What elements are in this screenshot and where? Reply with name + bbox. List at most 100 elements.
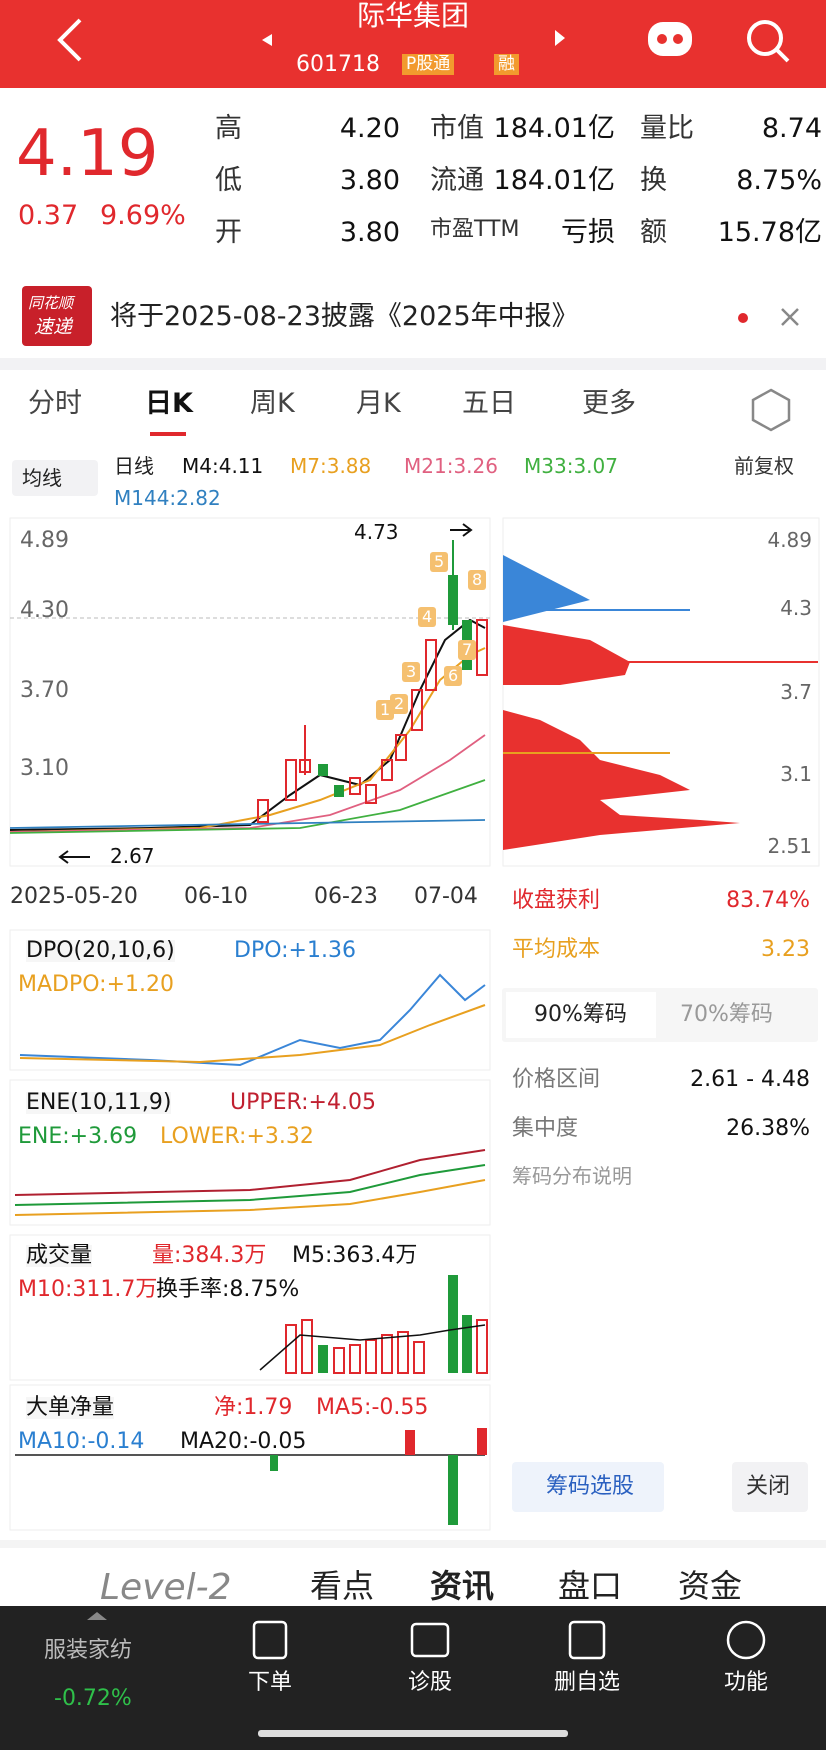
- remove-icon[interactable]: [568, 1620, 606, 1660]
- sector-name[interactable]: 服装家纺: [44, 1638, 133, 1663]
- tab[interactable]: 五日: [462, 388, 516, 419]
- nav-item[interactable]: 下单: [247, 1670, 292, 1695]
- chip-stat-value: 2.61 - 4.48: [690, 1067, 810, 1092]
- field-label: 流通: [430, 165, 484, 196]
- field-label: 开: [215, 217, 242, 248]
- chip-select-bg[interactable]: [512, 1462, 664, 1512]
- low-arrow: [58, 850, 90, 864]
- separator: [0, 358, 826, 370]
- indicator-name[interactable]: 大单净量: [26, 1395, 115, 1420]
- chip-value: 3.23: [761, 937, 810, 962]
- notice-text[interactable]: 将于2025-08-23披露《2025年中报》: [110, 301, 579, 332]
- chip-value: 83.74%: [726, 888, 810, 913]
- indicator-name[interactable]: 成交量: [26, 1243, 93, 1268]
- indicator-value: 量:384.3万: [152, 1243, 267, 1268]
- chip-label: 平均成本: [512, 937, 601, 962]
- field-label: 量比: [640, 113, 694, 144]
- robot-icon[interactable]: [648, 22, 692, 56]
- close-bg[interactable]: [732, 1462, 808, 1512]
- chip-axis-label: 3.1: [780, 762, 812, 786]
- date-label: 07-04: [414, 884, 478, 909]
- ma-selector-bg[interactable]: [12, 460, 98, 496]
- ma-period: 日线: [114, 454, 154, 478]
- date-label: 2025-05-20: [10, 884, 138, 909]
- adjust[interactable]: 前复权: [734, 454, 794, 478]
- function-icon[interactable]: [726, 1620, 766, 1660]
- sector-change: -0.72%: [54, 1686, 132, 1711]
- high-arrow: [450, 523, 473, 537]
- bottom-tab[interactable]: 盘口: [558, 1567, 623, 1605]
- notice-logo: [22, 286, 92, 346]
- tab[interactable]: 月K: [356, 388, 401, 419]
- indicator-value: 换手率:8.75%: [156, 1277, 300, 1302]
- ma-selector[interactable]: 均线: [22, 466, 62, 490]
- ma-item: M21:3.26: [404, 454, 498, 478]
- chip-tab-active[interactable]: [506, 992, 656, 1038]
- field-label: 市盈TTM: [430, 217, 520, 242]
- chip-tab[interactable]: 70%筹码: [680, 1002, 773, 1027]
- tab[interactable]: 周K: [250, 388, 295, 419]
- chip-tab[interactable]: 90%筹码: [534, 1002, 627, 1027]
- ma-item: M4:4.11: [182, 454, 264, 478]
- ene-line: [14, 1164, 486, 1206]
- diagnose-icon[interactable]: [410, 1622, 450, 1658]
- indicator-name[interactable]: DPO(20,10,6): [26, 938, 175, 963]
- vol-ma5: [259, 1324, 486, 1371]
- signal-marker: 3: [402, 662, 421, 682]
- indicator-value: UPPER:+4.05: [230, 1090, 376, 1115]
- tab[interactable]: 日K: [145, 388, 193, 419]
- madpo-line: [19, 1004, 486, 1064]
- ma-item: M144:2.82: [114, 486, 221, 510]
- stock-code: 601718: [296, 52, 380, 77]
- nav-item[interactable]: 诊股: [407, 1670, 452, 1695]
- field-value: 8.75%: [736, 165, 822, 196]
- field-label: 换: [640, 165, 667, 196]
- date-label: 06-10: [184, 884, 248, 909]
- stock-name: 际华集团: [356, 0, 469, 32]
- field-label: 额: [640, 217, 667, 248]
- indicator-name[interactable]: ENE(10,11,9): [26, 1090, 172, 1115]
- search-icon[interactable]: [747, 20, 783, 56]
- settings-icon[interactable]: [751, 388, 791, 432]
- indicator-value: MA10:-0.14: [18, 1429, 145, 1454]
- volume-frame: [9, 1234, 491, 1381]
- field-label: 高: [215, 113, 242, 144]
- volume-bars: [285, 1275, 488, 1374]
- chip-label: 收盘获利: [512, 888, 601, 913]
- notice-close[interactable]: [781, 308, 799, 326]
- tab-indicator: [150, 432, 186, 436]
- chip-stat-value: 26.38%: [726, 1116, 810, 1141]
- date-label: 06-23: [314, 884, 378, 909]
- bottom-tab[interactable]: 资讯: [430, 1567, 495, 1605]
- nav-item[interactable]: 功能: [723, 1670, 768, 1695]
- separator: [0, 1540, 826, 1548]
- indicator-value: MADPO:+1.20: [18, 972, 174, 997]
- field-label: 低: [215, 165, 242, 196]
- nav-item[interactable]: 删自选: [553, 1670, 620, 1695]
- bottom-tab[interactable]: Level-2: [100, 1567, 232, 1608]
- prev-icon[interactable]: [262, 34, 272, 46]
- logo-bottom: 速递: [34, 316, 73, 338]
- upper-line: [14, 1149, 486, 1196]
- change-pct: 9.69%: [100, 200, 186, 231]
- ma144-line: [9, 819, 486, 829]
- field-value: 4.20: [339, 113, 400, 144]
- tab[interactable]: 分时: [28, 388, 82, 419]
- chip-red-lower: [503, 710, 740, 850]
- kline-frame: [9, 517, 491, 867]
- order-icon[interactable]: [252, 1620, 288, 1660]
- bottom-tab[interactable]: 资金: [678, 1567, 743, 1605]
- connect-badge: P股通: [402, 54, 455, 75]
- logo-top: 同花顺: [28, 294, 74, 312]
- signal-marker: 5: [430, 552, 449, 572]
- back-icon[interactable]: [57, 18, 82, 62]
- tab[interactable]: 更多: [582, 388, 636, 419]
- chip-stat-label: 价格区间: [512, 1067, 601, 1092]
- chip-select[interactable]: 筹码选股: [546, 1474, 635, 1499]
- price-label: 4.30: [20, 598, 69, 623]
- bottom-tab[interactable]: 看点: [310, 1567, 375, 1605]
- next-icon[interactable]: [555, 30, 565, 46]
- chip-explain[interactable]: 筹码分布说明: [512, 1164, 632, 1188]
- field-value: 亏损: [561, 217, 615, 248]
- close-button[interactable]: 关闭: [746, 1474, 791, 1499]
